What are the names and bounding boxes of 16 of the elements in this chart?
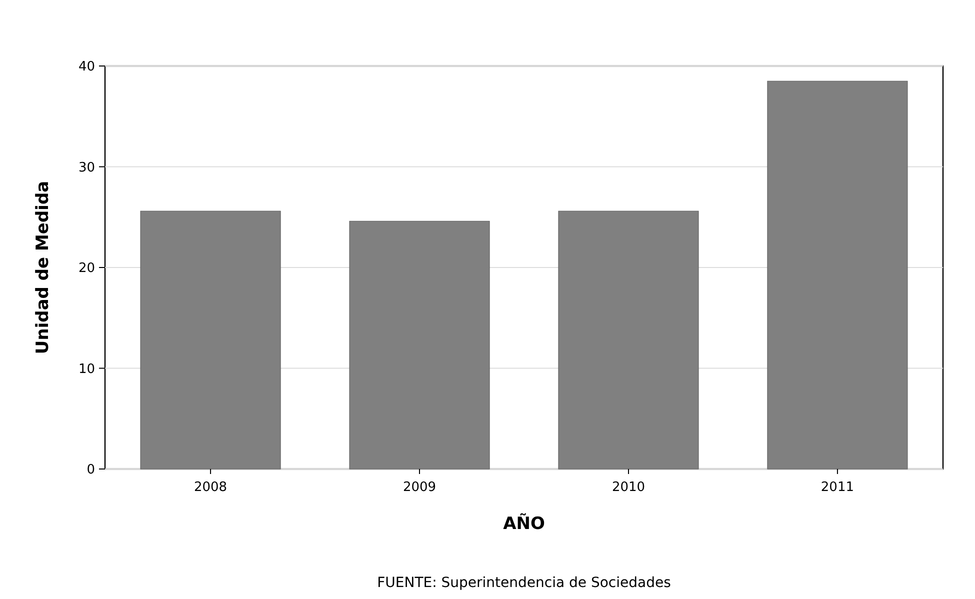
bar [558, 210, 699, 470]
bar [349, 220, 490, 470]
bar [767, 80, 908, 470]
y-tick-label: 20 [78, 261, 95, 276]
x-tick-label: 2008 [194, 480, 228, 495]
x-tick-label: 2011 [820, 480, 854, 495]
y-axis-title: Unidad de Medida [33, 180, 53, 354]
x-axis-title: AÑO [503, 513, 545, 534]
y-tick-label: 30 [78, 160, 95, 176]
y-tick-label: 10 [78, 362, 95, 377]
x-tick-label: 2010 [612, 480, 646, 495]
source-note: FUENTE: Superintendencia de Sociedades [377, 575, 671, 591]
y-tick-label: 40 [78, 60, 95, 75]
x-tick-label: 2009 [402, 480, 436, 495]
bar [140, 210, 281, 470]
y-tick-label: 0 [86, 462, 95, 478]
